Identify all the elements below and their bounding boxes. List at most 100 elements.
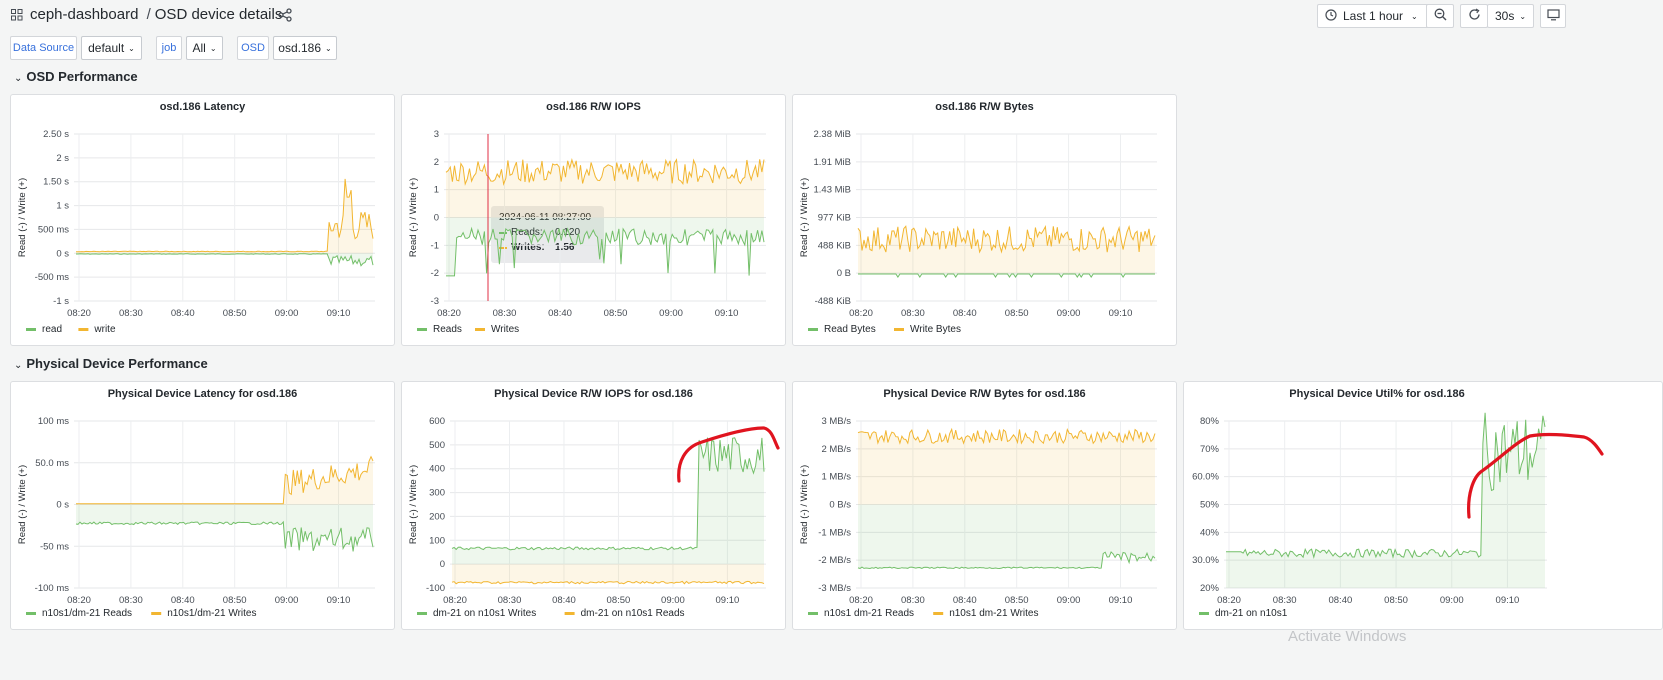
tooltip-series-name: Writes: — [511, 242, 545, 253]
y-tick-label: 0 — [440, 559, 445, 570]
y-axis-label: Read (-) / Write (+) — [17, 178, 28, 257]
series-line — [445, 158, 765, 186]
legend-label[interactable]: dm-21 on n10s1 Reads — [581, 608, 685, 619]
series-area — [858, 429, 1155, 505]
x-tick-label: 08:20 — [437, 308, 461, 319]
tooltip-swatch-writes — [499, 246, 507, 249]
x-tick-label: 08:30 — [493, 308, 517, 319]
legend-label[interactable]: write — [93, 324, 116, 335]
x-tick-label: 08:30 — [1273, 595, 1297, 606]
tooltip-row-writes: Writes: 1.56 — [499, 240, 596, 255]
legend-swatch — [26, 328, 36, 331]
osd-select[interactable]: osd.186 ⌄ — [273, 36, 337, 60]
legend-label[interactable]: n10s1 dm-21 Writes — [949, 608, 1038, 619]
series-line — [451, 437, 765, 551]
refresh-icon — [1468, 8, 1481, 24]
legend-label[interactable]: Writes — [491, 324, 519, 335]
panel-title: osd.186 R/W IOPS — [546, 101, 641, 113]
legend-swatch — [151, 612, 162, 615]
legend-swatch — [78, 328, 89, 331]
series-line — [857, 224, 1156, 254]
breadcrumb: ceph-dashboard / OSD device details — [30, 6, 282, 23]
panel-physical-device-bytes[interactable]: Physical Device R/W Bytes for osd.186 3 … — [792, 381, 1177, 630]
legend-label[interactable]: Reads — [433, 324, 462, 335]
legend-label[interactable]: Read Bytes — [824, 324, 876, 335]
x-tick-label: 08:50 — [1384, 595, 1408, 606]
variable-label-job: job — [156, 36, 182, 60]
legend-swatch — [564, 612, 575, 615]
job-select[interactable]: All ⌄ — [186, 36, 223, 60]
x-tick-label: 08:20 — [849, 595, 873, 606]
y-tick-label: -1 — [431, 240, 439, 251]
series-area — [858, 504, 1155, 569]
refresh-interval-label: 30s — [1494, 9, 1515, 23]
series-line — [446, 226, 765, 277]
panel-osd-rw-bytes[interactable]: osd.186 R/W Bytes 2.38 MiB 1.91 MiB 1.43 M… — [792, 94, 1177, 346]
variable-label-osd: OSD — [237, 36, 269, 60]
tooltip-series-value: 0.120 — [555, 227, 581, 238]
series-line — [451, 580, 765, 585]
x-tick-label: 08:20 — [443, 595, 467, 606]
x-tick-label: 08:30 — [119, 308, 143, 319]
y-tick-label: -3 — [431, 296, 439, 307]
legend-swatch — [808, 612, 818, 615]
y-axis-label: Read (-) / Write (+) — [408, 465, 419, 544]
y-tick-label: 20% — [1200, 583, 1220, 594]
panel-physical-device-iops[interactable]: Physical Device R/W IOPS for osd.186 600… — [401, 381, 786, 630]
legend-label[interactable]: n10s1/dm-21 Writes — [167, 608, 256, 619]
y-tick-label: 3 MB/s — [821, 416, 851, 427]
grid-icon[interactable] — [11, 9, 23, 24]
y-tick-label: -1 MB/s — [818, 527, 851, 538]
refresh-button[interactable] — [1460, 4, 1488, 28]
panel-title: Physical Device R/W IOPS for osd.186 — [494, 388, 693, 400]
x-tick-label: 08:20 — [67, 595, 91, 606]
x-tick-label: 09:00 — [659, 308, 683, 319]
datasource-select[interactable]: default ⌄ — [81, 36, 142, 60]
y-tick-label: 80% — [1200, 416, 1220, 427]
breadcrumb-separator: / — [146, 6, 151, 23]
chart-canvas: 3 2 1 0 -1 -2 -308:20 08:30 08:40 08:50 09:00 09:10… — [408, 129, 766, 335]
row-osd-performance[interactable]: ⌄ OSD Performance — [14, 69, 138, 84]
share-icon[interactable] — [278, 8, 292, 25]
y-tick-label: -1 s — [53, 296, 69, 307]
legend-label[interactable]: Write Bytes — [910, 324, 961, 335]
tv-mode-button[interactable] — [1540, 4, 1566, 28]
legend-label[interactable]: read — [42, 324, 62, 335]
chart-canvas: 3 MB/s 2 MB/s 1 MB/s 0 B/s -1 MB/s -2 MB/s -3 … — [799, 416, 1157, 619]
y-tick-label: -488 KiB — [815, 296, 851, 307]
legend-swatch — [808, 328, 818, 331]
legend-label[interactable]: dm-21 on n10s1 — [1215, 608, 1288, 619]
panel-physical-device-latency[interactable]: Physical Device Latency for osd.186 100 … — [10, 381, 395, 630]
x-tick-label: 08:50 — [223, 595, 247, 606]
refresh-interval-picker[interactable]: 30s ⌄ — [1487, 4, 1534, 28]
y-tick-label: 400 — [429, 464, 445, 475]
legend-label[interactable]: n10s1 dm-21 Reads — [824, 608, 914, 619]
y-tick-label: -50 ms — [40, 541, 69, 552]
y-tick-label: 1.91 MiB — [814, 157, 852, 168]
panel-title: osd.186 R/W Bytes — [935, 101, 1034, 113]
panel-osd-latency[interactable]: osd.186 Latency 2.50 s 2 s 1.50 s 1 s 500 ms… — [10, 94, 395, 346]
chevron-down-icon: ⌄ — [14, 73, 23, 84]
row-title-label: Physical Device Performance — [26, 356, 208, 371]
y-tick-label: 488 KiB — [818, 240, 851, 251]
y-tick-label: 600 — [429, 416, 445, 427]
y-tick-label: 300 — [429, 488, 445, 499]
y-tick-label: -2 MB/s — [818, 555, 851, 566]
tooltip-series-value: 1.56 — [555, 242, 575, 253]
legend-label[interactable]: n10s1/dm-21 Reads — [42, 608, 132, 619]
y-tick-label: 2.38 MiB — [814, 129, 852, 140]
x-tick-label: 09:00 — [661, 595, 685, 606]
zoom-out-button[interactable] — [1426, 4, 1454, 28]
y-tick-label: 500 — [429, 440, 445, 451]
row-physical-device-performance[interactable]: ⌄ Physical Device Performance — [14, 356, 208, 371]
panel-physical-device-util[interactable]: Physical Device Util% for osd.186 80% 70%… — [1183, 381, 1663, 630]
panel-osd-rw-iops[interactable]: osd.186 R/W IOPS 2024-06-11 08:27:00 Rea… — [401, 94, 786, 346]
legend-label[interactable]: dm-21 on n10s1 Writes — [433, 608, 536, 619]
legend-swatch — [26, 612, 36, 615]
x-tick-label: 09:00 — [275, 308, 299, 319]
y-tick-label: 50% — [1200, 500, 1220, 511]
breadcrumb-folder[interactable]: ceph-dashboard — [30, 6, 139, 23]
series-line — [858, 273, 1155, 279]
series-line — [857, 551, 1156, 570]
